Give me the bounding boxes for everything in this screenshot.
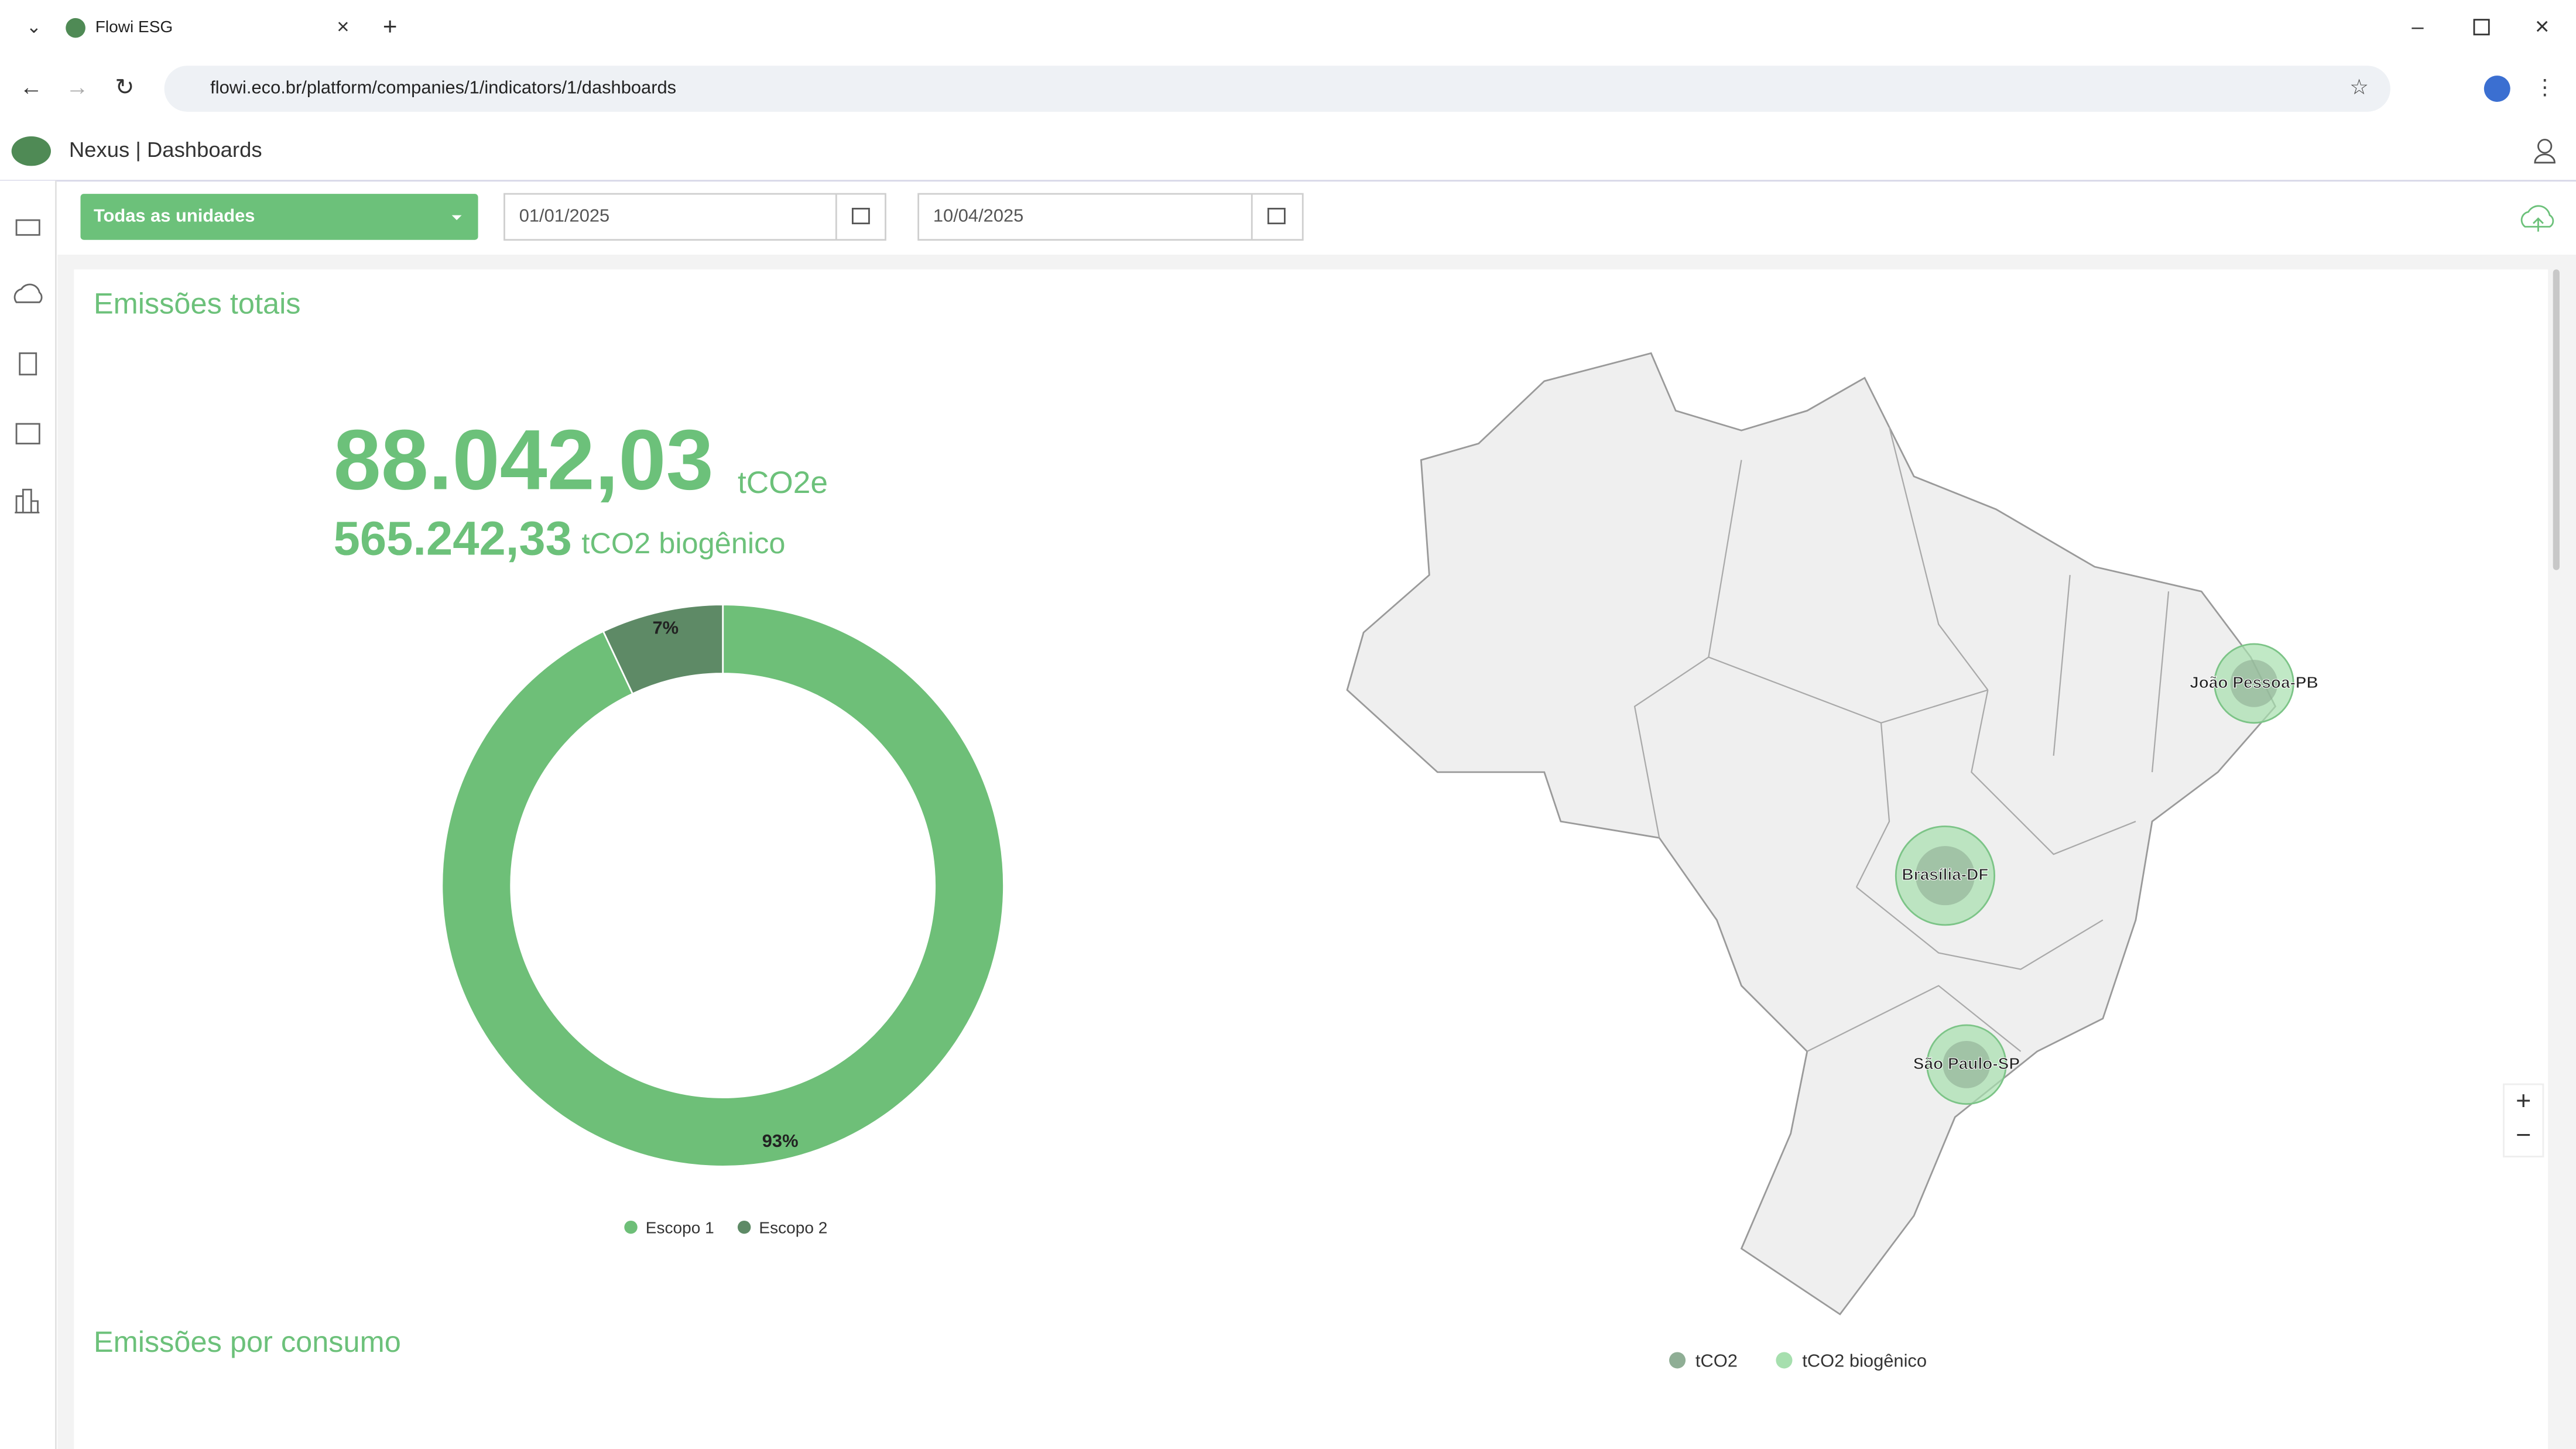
nav-charts[interactable]: [15, 488, 40, 513]
legend-marker: [1669, 1352, 1686, 1369]
legend-label: Escopo 1: [646, 1218, 714, 1236]
browser-menu[interactable]: ⋮: [2534, 75, 2555, 99]
new-tab[interactable]: +: [383, 12, 398, 40]
end-date-button[interactable]: [1267, 207, 1286, 225]
biogenic-unit: tCO2 biogênico: [581, 526, 785, 560]
end-date-input[interactable]: [917, 193, 1304, 241]
app-header: [0, 121, 2576, 181]
url[interactable]: flowi.eco.br/platform/companies/1/indica…: [210, 77, 676, 98]
nav-calendar[interactable]: [15, 423, 40, 445]
map-bubbles: João Pessoa-PB Brasília-DF São Paulo-SP: [1895, 643, 2318, 1105]
city-bubble-inner: [1915, 846, 1975, 906]
legend-marker: [737, 1220, 751, 1234]
start-date[interactable]: 01/01/2025: [519, 205, 609, 226]
unit-select-text[interactable]: Todas as unidades: [94, 205, 255, 226]
slice-label: 7%: [652, 617, 679, 638]
start-date-input[interactable]: [503, 193, 886, 241]
export-button[interactable]: [2520, 205, 2554, 232]
user-icon-body: [2534, 153, 2556, 164]
user-icon[interactable]: [2537, 139, 2553, 154]
legend-marker: [1776, 1352, 1793, 1369]
slice-label: 93%: [762, 1131, 799, 1151]
profile[interactable]: [2483, 76, 2510, 102]
reload[interactable]: ↻: [115, 74, 134, 100]
zoom-controls: [2503, 1083, 2544, 1157]
select-caret: [451, 215, 462, 221]
legend-marker: [624, 1220, 638, 1234]
sidebar: [0, 180, 56, 1449]
restore[interactable]: [2473, 19, 2490, 36]
nav-document[interactable]: [19, 352, 37, 376]
section-title: Emissões totais: [94, 286, 301, 320]
close-window[interactable]: ×: [2535, 12, 2550, 40]
tab-close[interactable]: ×: [337, 14, 349, 38]
legend-label: Escopo 2: [759, 1218, 827, 1236]
total-value: 88.042,03: [334, 412, 714, 507]
city-label: João Pessoa-PB: [2190, 673, 2318, 691]
scrollbar[interactable]: [2553, 269, 2560, 570]
minimize[interactable]: –: [2411, 14, 2424, 38]
map-legend: tCO2 tCO2 biogênico: [1669, 1350, 1927, 1371]
city-label: Brasília-DF: [1902, 865, 1988, 883]
tab-menu[interactable]: ⌄: [26, 16, 42, 37]
legend-label: tCO2: [1695, 1350, 1738, 1371]
state-borders: [1633, 427, 2170, 1052]
zoom-out[interactable]: −: [2516, 1120, 2531, 1150]
tab-title[interactable]: Flowi ESG: [95, 18, 173, 36]
city-bubble-inner: [1943, 1040, 1991, 1088]
end-date[interactable]: 10/04/2025: [933, 205, 1023, 226]
city-label: São Paulo-SP: [1913, 1054, 2020, 1073]
forward[interactable]: →: [66, 74, 88, 100]
address-bar[interactable]: [164, 66, 2390, 112]
start-date-button[interactable]: [851, 207, 870, 225]
back[interactable]: ←: [20, 74, 43, 100]
city-bubble-inner: [2230, 659, 2278, 707]
donut-slice: [602, 604, 724, 695]
logo[interactable]: [11, 136, 51, 166]
donut-chart: 93% 7% Escopo 1 Escopo 2: [441, 604, 1005, 1236]
app-title: Nexus | Dashboards: [69, 138, 262, 162]
biogenic-value: 565.242,33: [334, 512, 572, 566]
section-title: Emissões por consumo: [94, 1325, 401, 1358]
nav-upload[interactable]: [13, 283, 43, 303]
unit-select[interactable]: [80, 194, 478, 240]
tab-icon: [66, 18, 85, 38]
total-unit: tCO2e: [738, 465, 828, 500]
legend-label: tCO2 biogênico: [1802, 1350, 1927, 1371]
nav-monitor[interactable]: [15, 219, 40, 236]
donut-slice: [441, 604, 1005, 1167]
bookmark[interactable]: ☆: [2349, 75, 2369, 99]
zoom-in[interactable]: +: [2516, 1085, 2531, 1115]
